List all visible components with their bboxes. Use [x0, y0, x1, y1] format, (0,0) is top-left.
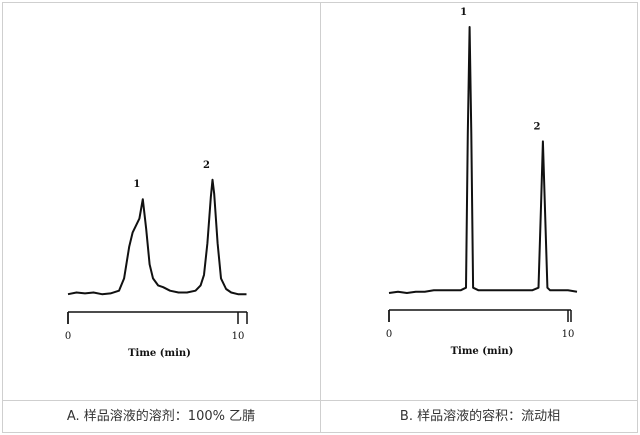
peak-label: 1: [460, 7, 467, 18]
peak-label: 2: [203, 160, 210, 171]
chromatogram-trace: [388, 26, 578, 294]
x-axis-label: Time (min): [451, 346, 514, 357]
peak-label: 2: [533, 121, 540, 132]
chromatogram-b: 0 10 Time (min) 1 2: [386, 7, 578, 357]
x-tick-label: 0: [386, 329, 392, 340]
peak-label: 1: [133, 179, 140, 190]
x-axis-label: Time (min): [128, 348, 191, 359]
caption-a: A. 样品溶液的溶剂：100% 乙腈: [66, 409, 256, 424]
chromatogram-a: 0 10 Time (min) 1 2: [65, 160, 248, 359]
panel-divider: [320, 2, 321, 433]
x-tick-label: 0: [65, 331, 71, 342]
x-tick-label: 10: [232, 331, 245, 342]
x-tick-label: 10: [562, 329, 575, 340]
caption-b: B. 样品溶液的容积：流动相: [399, 409, 561, 424]
chromatogram-trace: [67, 178, 247, 296]
caption-divider: [2, 400, 638, 401]
